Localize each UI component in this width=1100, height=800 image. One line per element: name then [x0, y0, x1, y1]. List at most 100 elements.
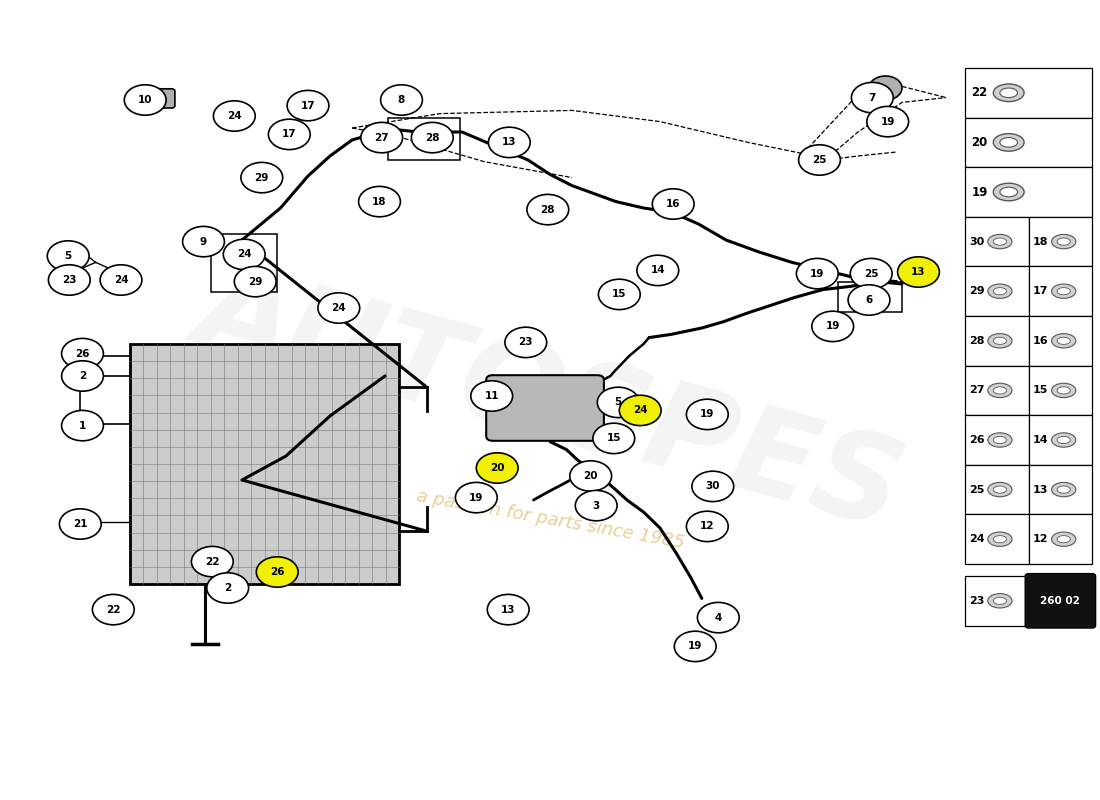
Circle shape: [593, 423, 635, 454]
Ellipse shape: [988, 234, 1012, 249]
Bar: [965, 576, 1028, 626]
Circle shape: [124, 85, 166, 115]
Text: 20: 20: [971, 136, 988, 149]
Ellipse shape: [993, 288, 1007, 295]
Circle shape: [850, 258, 892, 289]
Ellipse shape: [993, 337, 1007, 344]
Text: 19: 19: [700, 410, 715, 419]
Text: AUTOSPES: AUTOSPES: [185, 250, 915, 550]
Circle shape: [62, 361, 103, 391]
Circle shape: [686, 511, 728, 542]
Ellipse shape: [993, 238, 1007, 245]
Text: 19: 19: [880, 117, 895, 126]
Ellipse shape: [988, 284, 1012, 298]
Ellipse shape: [993, 134, 1024, 151]
Text: 30: 30: [969, 237, 984, 246]
Circle shape: [207, 573, 249, 603]
Text: 19: 19: [688, 642, 703, 651]
Circle shape: [799, 145, 840, 175]
Bar: [211, 234, 277, 292]
Bar: [965, 217, 1028, 266]
Text: 22: 22: [205, 557, 220, 566]
FancyBboxPatch shape: [138, 89, 175, 108]
Text: 19: 19: [825, 322, 840, 331]
Text: 28: 28: [540, 205, 556, 214]
Text: 9: 9: [200, 237, 207, 246]
Circle shape: [898, 257, 939, 287]
Text: 13: 13: [502, 138, 517, 147]
Bar: [838, 282, 902, 312]
Ellipse shape: [1057, 386, 1070, 394]
Bar: [1028, 366, 1092, 415]
Circle shape: [191, 546, 233, 577]
Circle shape: [851, 82, 893, 113]
Circle shape: [869, 76, 902, 100]
Text: 11: 11: [484, 391, 499, 401]
Text: 27: 27: [374, 133, 389, 142]
Text: 12: 12: [1033, 534, 1048, 544]
Bar: [965, 316, 1028, 366]
Text: 10: 10: [138, 95, 153, 105]
Text: 24: 24: [236, 250, 252, 259]
Circle shape: [223, 239, 265, 270]
Text: 1: 1: [79, 421, 86, 430]
Circle shape: [598, 279, 640, 310]
Ellipse shape: [988, 433, 1012, 447]
Text: 7: 7: [869, 93, 876, 102]
Bar: [388, 118, 460, 160]
Bar: [965, 415, 1028, 465]
Text: 13: 13: [500, 605, 516, 614]
Text: 8: 8: [398, 95, 405, 105]
Bar: [965, 465, 1028, 514]
Text: 30: 30: [705, 482, 720, 491]
Ellipse shape: [1000, 88, 1018, 98]
Bar: [1028, 514, 1092, 564]
Text: 2: 2: [79, 371, 86, 381]
Circle shape: [241, 162, 283, 193]
Circle shape: [318, 293, 360, 323]
Text: 16: 16: [666, 199, 681, 209]
Circle shape: [471, 381, 513, 411]
Text: 29: 29: [248, 277, 263, 286]
Circle shape: [487, 594, 529, 625]
Circle shape: [213, 101, 255, 131]
Circle shape: [411, 122, 453, 153]
Ellipse shape: [1057, 288, 1070, 295]
Circle shape: [527, 194, 569, 225]
Ellipse shape: [1052, 334, 1076, 348]
Bar: [965, 68, 1092, 118]
Circle shape: [48, 265, 90, 295]
Circle shape: [867, 106, 909, 137]
Text: 14: 14: [650, 266, 666, 275]
Circle shape: [488, 127, 530, 158]
Circle shape: [455, 482, 497, 513]
FancyBboxPatch shape: [1025, 574, 1096, 628]
Text: 27: 27: [969, 386, 984, 395]
Circle shape: [476, 453, 518, 483]
Text: 18: 18: [1033, 237, 1048, 246]
Circle shape: [256, 557, 298, 587]
Text: 22: 22: [106, 605, 121, 614]
Text: 18: 18: [372, 197, 387, 206]
Circle shape: [234, 266, 276, 297]
Text: 24: 24: [632, 406, 648, 415]
Circle shape: [505, 327, 547, 358]
Circle shape: [359, 186, 400, 217]
Text: 26: 26: [270, 567, 285, 577]
Ellipse shape: [1052, 284, 1076, 298]
Text: 20: 20: [490, 463, 505, 473]
Ellipse shape: [988, 532, 1012, 546]
Text: 24: 24: [227, 111, 242, 121]
Text: 22: 22: [971, 86, 988, 99]
Bar: [965, 118, 1092, 167]
Ellipse shape: [1000, 187, 1018, 197]
Text: 29: 29: [969, 286, 984, 296]
Text: 29: 29: [254, 173, 270, 182]
Circle shape: [570, 461, 612, 491]
Ellipse shape: [1052, 482, 1076, 497]
Circle shape: [674, 631, 716, 662]
Text: 20: 20: [583, 471, 598, 481]
Ellipse shape: [988, 334, 1012, 348]
Ellipse shape: [1057, 238, 1070, 245]
Circle shape: [619, 395, 661, 426]
